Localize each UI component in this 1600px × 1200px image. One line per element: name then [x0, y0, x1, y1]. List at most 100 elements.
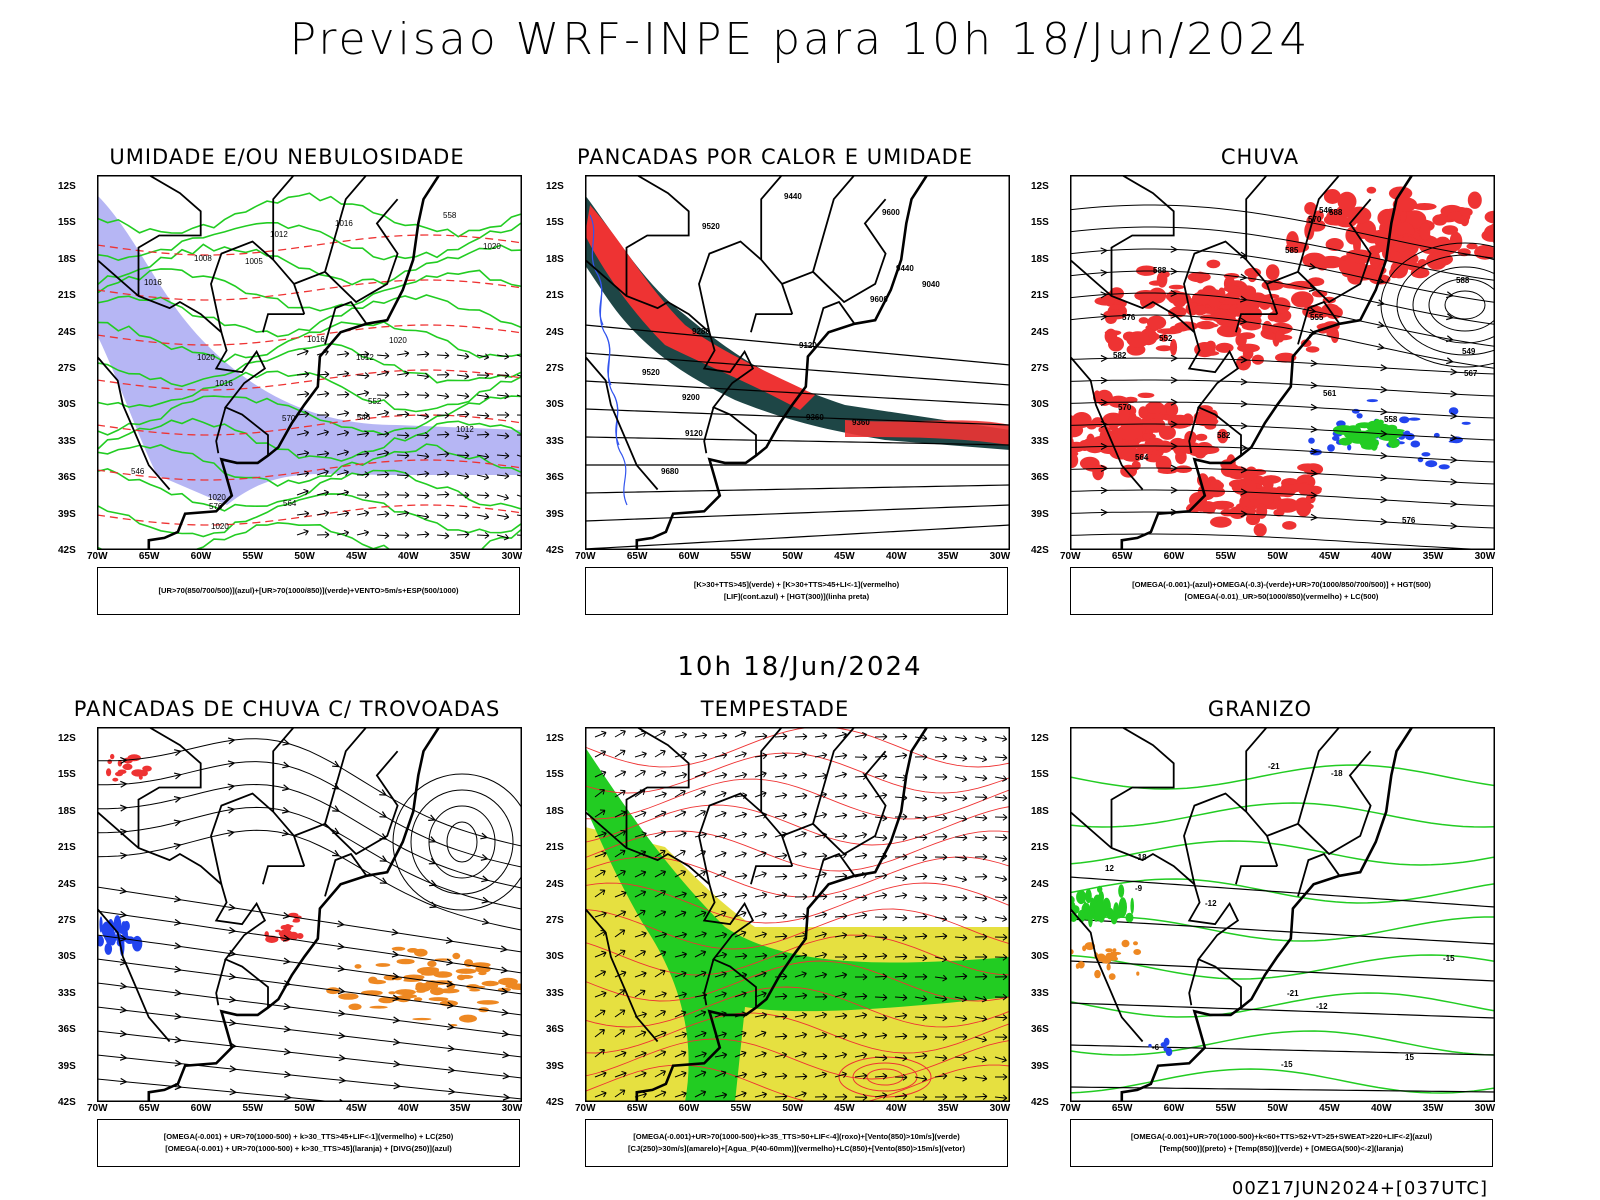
wind-vector: [894, 794, 908, 802]
streamline-arrow: [393, 1082, 402, 1090]
longitude-tick-label: 55W: [730, 1103, 752, 1114]
latitude-tick-label: 12S: [58, 733, 76, 744]
shaded-cell: [452, 952, 461, 960]
latitude-tick-label: 30S: [1031, 399, 1049, 411]
lc850-contour: [585, 778, 1010, 820]
streamline-arrow: [1170, 267, 1179, 275]
wind-vector: [814, 971, 828, 979]
latitude-tick-label: 27S: [58, 915, 76, 927]
shaded-cell: [1159, 334, 1169, 342]
wind-vector: [934, 814, 948, 822]
shaded-cell: [104, 942, 113, 955]
latitude-tick-label: 30S: [1031, 951, 1049, 963]
wind-vector: [814, 1071, 827, 1079]
streamline-arrow: [1310, 425, 1319, 433]
shaded-cell: [1438, 464, 1450, 470]
legend-box: [OMEGA(-0.001) + UR>70(1000-500) + k>30_…: [97, 1119, 520, 1167]
shaded-cell: [131, 769, 145, 777]
country-border: [812, 852, 856, 897]
contour-label: -18: [1331, 769, 1343, 778]
streamline-arrow: [119, 982, 128, 990]
streamline-arrow: [282, 738, 291, 746]
streamline-arrow: [119, 934, 128, 942]
high-pressure-contour: [1412, 266, 1495, 344]
country-border: [698, 792, 794, 885]
hgt300-contour: [585, 484, 1010, 494]
wind-vector: [954, 875, 968, 883]
shaded-cell: [1356, 413, 1363, 419]
wind-vector: [954, 815, 968, 822]
wind-vector: [934, 955, 948, 963]
contour-label: 9280: [692, 327, 710, 336]
shaded-cell: [1160, 270, 1170, 278]
thickness-contour: [97, 504, 522, 526]
streamline-arrow: [1380, 496, 1389, 504]
streamline-arrow: [392, 1016, 401, 1024]
latitude-tick-label: 18S: [1031, 805, 1049, 817]
shaded-cell: [1332, 435, 1340, 441]
country-border: [215, 407, 227, 454]
wind-vector: [774, 1051, 788, 1059]
wind-vector: [694, 1030, 707, 1038]
country-border: [698, 240, 794, 333]
wind-vector: [654, 1010, 666, 1018]
streamline-arrow: [228, 996, 237, 1004]
streamline-arrow: [1100, 247, 1109, 255]
wind-vector: [714, 850, 727, 858]
wind-vector: [774, 1013, 788, 1020]
streamline-arrow: [174, 895, 182, 903]
wind-vector: [894, 1054, 908, 1062]
contour-label: -12: [1316, 1002, 1328, 1011]
wind-vector: [594, 950, 607, 958]
shaded-cell: [1373, 229, 1386, 243]
shaded-cell: [1275, 498, 1300, 513]
streamline-arrow: [1170, 376, 1179, 384]
map-frame: [585, 175, 1010, 550]
temp500-contour: [1070, 960, 1495, 982]
wind-vector: [654, 991, 667, 998]
streamline: [1070, 379, 1495, 397]
country-border: [293, 727, 368, 837]
wind-vector: [654, 1090, 667, 1098]
shaded-cell: [1163, 1045, 1168, 1052]
wind-vector: [714, 832, 728, 839]
streamline-arrow: [481, 896, 490, 904]
longitude-tick-label: 45W: [346, 551, 367, 562]
shaded-cell: [1256, 503, 1268, 519]
map-layers: [585, 727, 1010, 1102]
wind-vector: [674, 1010, 687, 1018]
legend-line: [OMEGA(-0.001)+UR>70(1000-500)+k>35_TTS>…: [633, 1132, 960, 1141]
wind-vector: [874, 952, 888, 960]
country-border: [272, 727, 295, 812]
longitude-tick-label: 60W: [190, 1103, 212, 1114]
shaded-cell: [354, 964, 362, 969]
streamline-arrow: [1308, 263, 1317, 270]
wind-vector: [456, 452, 470, 459]
wind-vector: [935, 1093, 948, 1101]
map-panel: GRANIZO 12S 15S 18S 21S 24S 27S 30S 33S 36S 39S 42S…: [1025, 697, 1495, 1187]
shaded-cell: [1195, 433, 1208, 441]
streamline-arrow: [480, 832, 489, 840]
streamline-arrow: [501, 1008, 510, 1016]
wind-vector: [416, 412, 430, 420]
streamline-arrow: [429, 901, 438, 909]
shaded-cell: [1223, 285, 1240, 293]
country-border: [215, 959, 227, 1006]
streamline-arrow: [1170, 464, 1179, 472]
wind-vector: [734, 1030, 747, 1038]
streamline-arrow: [379, 811, 388, 818]
wind-vector: [794, 751, 807, 758]
wind-vector: [634, 931, 647, 938]
shaded-cell: [1347, 444, 1352, 451]
wind-vector: [516, 494, 522, 501]
wind-vector: [694, 1090, 707, 1098]
shaded-cell: [1120, 448, 1145, 462]
wind-vector: [674, 991, 687, 998]
wind-vector: [694, 891, 708, 899]
country-border: [210, 792, 306, 885]
shaded-cell: [1092, 465, 1104, 481]
wind-vector: [994, 735, 1008, 742]
wind-vector: [774, 812, 788, 820]
streamline-arrow: [1240, 510, 1249, 518]
wind-vector: [336, 350, 350, 358]
